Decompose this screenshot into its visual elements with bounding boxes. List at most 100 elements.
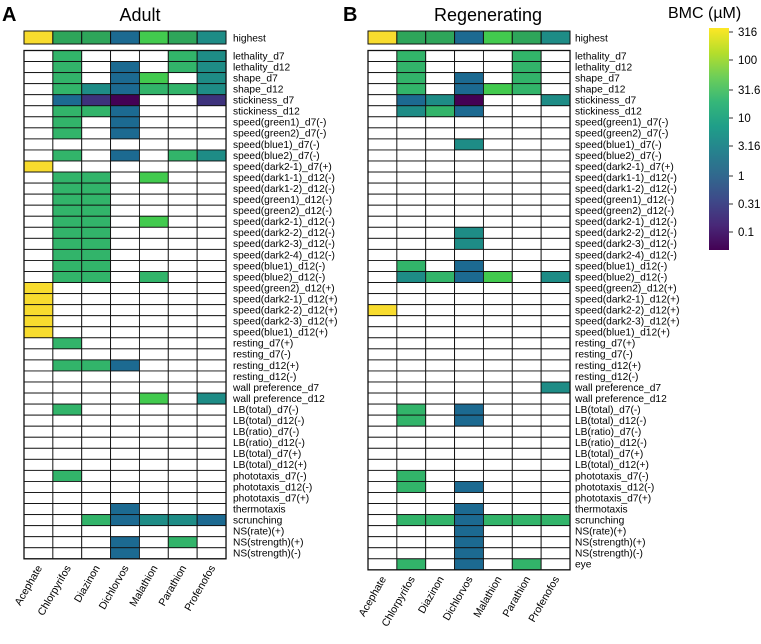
heatmap-cell: [540, 458, 571, 471]
heatmap-cell: [454, 94, 484, 107]
heatmap-cell: [396, 414, 427, 427]
heatmap-cell: [167, 182, 198, 195]
heatmap-cell: [482, 547, 513, 560]
heatmap-cell: [81, 61, 112, 74]
row-label: stickiness_d12: [233, 107, 300, 118]
heatmap-cell: [367, 50, 398, 63]
heatmap-cell: [138, 359, 169, 372]
panel-b-heatmap: highest lethality_d7lethality_d12shape_d7…: [356, 30, 679, 629]
highest-cell: [81, 30, 112, 45]
heatmap-cell: [196, 72, 227, 85]
heatmap-cell: [482, 282, 513, 295]
row-label: LB(ratio)_d12(-): [575, 438, 647, 449]
heatmap-cell: [425, 94, 456, 107]
heatmap-cell: [110, 425, 140, 438]
heatmap-cell: [196, 282, 227, 295]
heatmap-cell: [52, 204, 83, 217]
row-label: LB(ratio)_d7(-): [575, 427, 641, 438]
heatmap-cell: [540, 425, 571, 438]
heatmap-cell: [23, 237, 54, 250]
heatmap-cell: [425, 204, 456, 217]
heatmap-cell: [511, 348, 542, 361]
heatmap-cell: [81, 547, 112, 560]
highest-cell: [167, 30, 198, 45]
heatmap-cell: [167, 94, 198, 107]
heatmap-cell: [138, 536, 169, 549]
heatmap-cell: [540, 315, 571, 328]
heatmap-cell: [425, 469, 456, 482]
heatmap-cell: [52, 260, 83, 272]
heatmap-cell: [540, 160, 571, 173]
heatmap-cell: [396, 326, 427, 339]
heatmap-cell: [396, 138, 427, 151]
heatmap-cell: [425, 116, 456, 129]
heatmap-cell: [367, 204, 398, 217]
heatmap-cell: [138, 315, 169, 328]
heatmap-cell: [425, 370, 456, 383]
heatmap-cell: [196, 61, 227, 74]
heatmap-cell: [196, 403, 227, 416]
column-label: Acephate: [12, 563, 45, 608]
heatmap-cell: [81, 83, 112, 96]
row-label: speed(green2)_d12(-): [575, 206, 674, 217]
heatmap-cell: [23, 293, 54, 306]
heatmap-cell: [138, 237, 169, 250]
heatmap-cell: [81, 447, 112, 460]
row-label: speed(blue1)_d12(+): [233, 328, 328, 339]
row-label: lethality_d7: [575, 51, 627, 62]
row-label: LB(total)_d7(-): [575, 405, 641, 416]
heatmap-cell: [167, 447, 198, 460]
heatmap-cell: [110, 514, 140, 527]
row-label: NS(strength)(+): [233, 538, 303, 549]
heatmap-cell: [396, 50, 427, 63]
heatmap-cell: [482, 193, 513, 206]
row-label: speed(green1)_d12(-): [575, 195, 674, 206]
heatmap-cell: [138, 94, 169, 107]
heatmap-cell: [167, 237, 198, 250]
heatmap-cell: [81, 160, 112, 173]
heatmap-cell: [196, 94, 227, 107]
heatmap-cell: [167, 392, 198, 405]
heatmap-cell: [23, 536, 54, 549]
row-label: scrunching: [575, 515, 625, 526]
heatmap-cell: [425, 436, 456, 449]
heatmap-cell: [396, 558, 427, 571]
heatmap-cell: [482, 237, 513, 250]
heatmap-cell: [138, 326, 169, 339]
heatmap-cell: [511, 127, 542, 140]
heatmap-cell: [367, 105, 398, 118]
heatmap-cell: [425, 61, 456, 74]
heatmap-cell: [396, 370, 427, 383]
heatmap-cell: [52, 458, 83, 471]
heatmap-cell: [454, 149, 484, 162]
heatmap-cell: [396, 547, 427, 560]
heatmap-cell: [81, 337, 112, 350]
legend-tick-label: 1: [738, 171, 744, 183]
heatmap-cell: [167, 326, 198, 339]
heatmap-cell: [52, 83, 83, 96]
heatmap-cell: [454, 226, 484, 239]
column-label: Parathion: [156, 563, 189, 608]
heatmap-cell: [110, 414, 140, 427]
heatmap-cell: [367, 547, 398, 560]
heatmap-cell: [138, 50, 169, 63]
heatmap-cell: [52, 237, 83, 250]
heatmap-cell: [454, 193, 484, 206]
row-label: speed(dark1-1)_d12(-): [575, 173, 677, 184]
heatmap-cell: [454, 403, 484, 416]
heatmap-cell: [138, 215, 169, 228]
heatmap-cell: [396, 514, 427, 527]
row-label: speed(dark2-2)_d12(+): [233, 306, 337, 317]
heatmap-cell: [425, 348, 456, 361]
heatmap-cell: [540, 547, 571, 560]
heatmap-cell: [367, 193, 398, 206]
heatmap-cell: [396, 282, 427, 295]
grid-frame: [23, 49, 227, 560]
heatmap-cell: [482, 50, 513, 63]
heatmap-cell: [396, 536, 427, 549]
heatmap-cell: [196, 116, 227, 129]
row-label: speed(green1)_d7(-): [233, 118, 326, 129]
heatmap-cell: [396, 337, 427, 350]
heatmap-cell: [81, 204, 112, 217]
row-label: resting_d12(+): [233, 361, 299, 372]
